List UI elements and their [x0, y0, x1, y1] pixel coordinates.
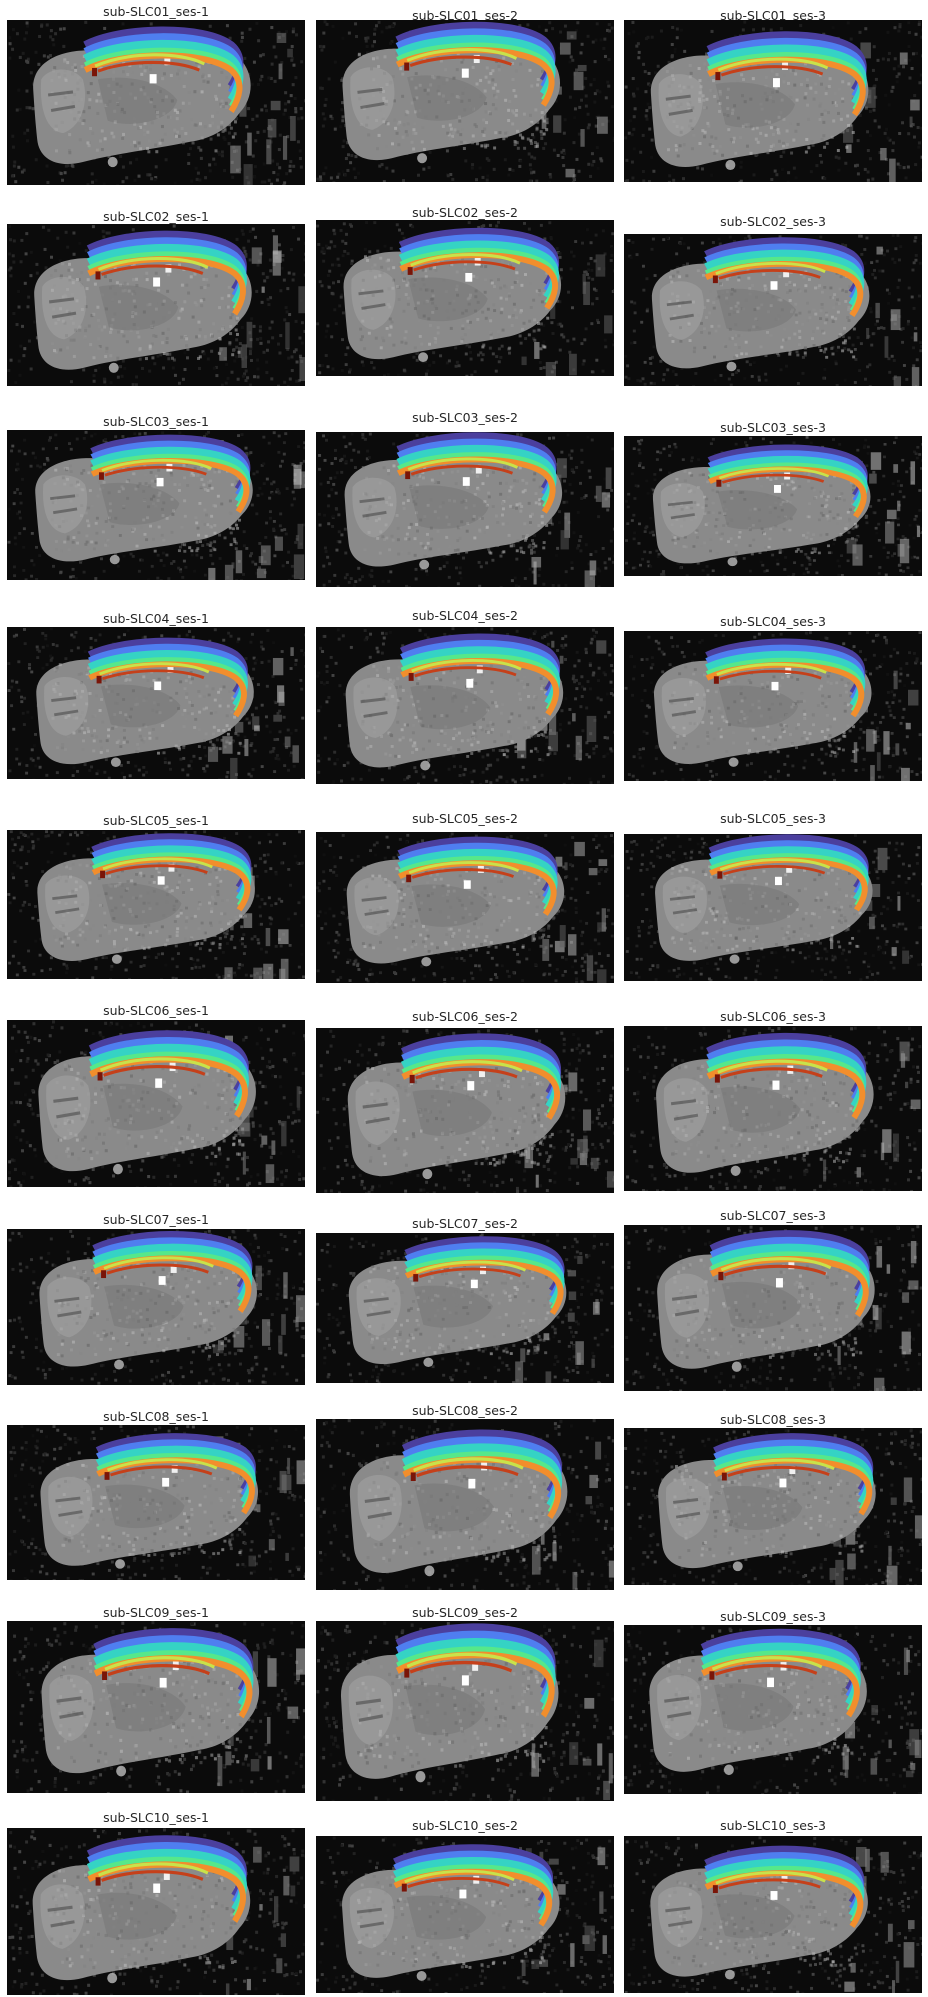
- mri-slice-image: [7, 830, 305, 979]
- mri-slice-image: [7, 1828, 305, 1995]
- segmentation-overlay: [624, 20, 922, 182]
- segmentation-overlay: [316, 1233, 614, 1383]
- segmentation-overlay: [7, 1621, 305, 1793]
- segmentation-overlay: [624, 1225, 922, 1391]
- segmentation-overlay: [624, 234, 922, 386]
- panel-title: sub-SLC02_ses-3: [624, 214, 922, 229]
- panel-title: sub-SLC03_ses-2: [316, 410, 614, 425]
- segmentation-overlay: [624, 1836, 922, 1993]
- panel-title: sub-SLC08_ses-3: [624, 1412, 922, 1427]
- panel-title: sub-SLC03_ses-1: [7, 414, 305, 429]
- mri-slice-image: [624, 1225, 922, 1391]
- mri-slice-image: [624, 1428, 922, 1585]
- segmentation-overlay: [624, 1428, 922, 1585]
- mri-slice-image: [624, 1026, 922, 1191]
- panel-title: sub-SLC05_ses-1: [7, 813, 305, 828]
- mri-slice-image: [7, 627, 305, 779]
- segmentation-overlay: [7, 1020, 305, 1187]
- panel-title: sub-SLC04_ses-2: [316, 608, 614, 623]
- panel-title: sub-SLC03_ses-3: [624, 420, 922, 435]
- mri-slice-image: [7, 224, 305, 386]
- mri-slice-image: [316, 432, 614, 587]
- segmentation-overlay: [316, 1419, 614, 1590]
- mri-slice-image: [624, 631, 922, 781]
- panel-title: sub-SLC10_ses-1: [7, 1810, 305, 1825]
- panel-title: sub-SLC02_ses-1: [7, 209, 305, 224]
- segmentation-overlay: [316, 1621, 614, 1801]
- panel-title: sub-SLC06_ses-1: [7, 1003, 305, 1018]
- mri-slice-image: [7, 1425, 305, 1580]
- segmentation-overlay: [7, 20, 305, 185]
- mri-slice-image: [624, 834, 922, 981]
- segmentation-overlay: [7, 1425, 305, 1580]
- segmentation-overlay: [7, 1229, 305, 1385]
- mri-slice-image: [624, 1836, 922, 1993]
- mri-slice-image: [316, 20, 614, 182]
- segmentation-overlay: [316, 220, 614, 376]
- mri-slice-image: [624, 436, 922, 576]
- mri-slice-image: [7, 1229, 305, 1385]
- mri-slice-image: [624, 234, 922, 386]
- segmentation-overlay: [624, 631, 922, 781]
- panel-title: sub-SLC09_ses-3: [624, 1609, 922, 1624]
- panel-title: sub-SLC06_ses-2: [316, 1009, 614, 1024]
- segmentation-overlay: [7, 224, 305, 386]
- segmentation-overlay: [624, 436, 922, 576]
- mri-slice-image: [624, 1625, 922, 1794]
- panel-title: sub-SLC09_ses-2: [316, 1605, 614, 1620]
- mri-slice-image: [316, 1028, 614, 1193]
- panel-title: sub-SLC08_ses-2: [316, 1403, 614, 1418]
- segmentation-overlay: [624, 1625, 922, 1794]
- mri-slice-image: [316, 832, 614, 983]
- panel-title: sub-SLC10_ses-3: [624, 1818, 922, 1833]
- panel-title: sub-SLC04_ses-1: [7, 611, 305, 626]
- segmentation-overlay: [7, 1828, 305, 1995]
- segmentation-overlay: [7, 430, 305, 580]
- panel-title: sub-SLC05_ses-2: [316, 811, 614, 826]
- panel-title: sub-SLC09_ses-1: [7, 1605, 305, 1620]
- mri-slice-image: [316, 627, 614, 784]
- panel-title: sub-SLC01_ses-1: [7, 4, 305, 19]
- segmentation-overlay: [7, 627, 305, 779]
- panel-title: sub-SLC07_ses-2: [316, 1216, 614, 1231]
- panel-title: sub-SLC02_ses-2: [316, 205, 614, 220]
- panel-title: sub-SLC07_ses-3: [624, 1208, 922, 1223]
- panel-title: sub-SLC06_ses-3: [624, 1009, 922, 1024]
- panel-title: sub-SLC01_ses-2: [316, 8, 614, 23]
- mri-slice-image: [7, 1621, 305, 1793]
- segmentation-overlay: [7, 830, 305, 979]
- segmentation-overlay: [316, 627, 614, 784]
- panel-title: sub-SLC04_ses-3: [624, 614, 922, 629]
- mri-slice-image: [316, 1419, 614, 1590]
- mri-slice-image: [316, 1233, 614, 1383]
- panel-title: sub-SLC05_ses-3: [624, 811, 922, 826]
- panel-title: sub-SLC01_ses-3: [624, 8, 922, 23]
- segmentation-overlay: [316, 20, 614, 182]
- segmentation-overlay: [316, 1028, 614, 1193]
- panel-title: sub-SLC07_ses-1: [7, 1212, 305, 1227]
- segmentation-overlay: [624, 834, 922, 981]
- mri-slice-image: [7, 20, 305, 185]
- mri-slice-image: [316, 1836, 614, 1993]
- mri-slice-image: [316, 1621, 614, 1801]
- panel-title: sub-SLC08_ses-1: [7, 1409, 305, 1424]
- panel-title: sub-SLC10_ses-2: [316, 1818, 614, 1833]
- mri-slice-image: [624, 20, 922, 182]
- mri-slice-image: [7, 430, 305, 580]
- segmentation-overlay: [316, 832, 614, 983]
- mri-slice-image: [7, 1020, 305, 1187]
- segmentation-overlay: [624, 1026, 922, 1191]
- segmentation-overlay: [316, 432, 614, 587]
- mri-slice-image: [316, 220, 614, 376]
- segmentation-overlay: [316, 1836, 614, 1993]
